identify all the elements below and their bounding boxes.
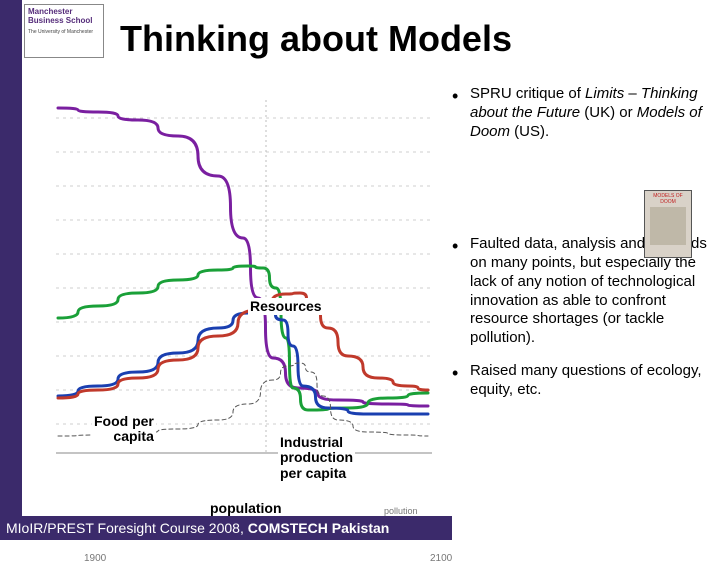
axis-tick-1900: 1900 bbox=[84, 553, 106, 564]
b1-mid: – bbox=[624, 85, 641, 102]
university-logo: Manchester Business School The Universit… bbox=[24, 4, 104, 58]
label-food: Food per capita bbox=[92, 413, 156, 446]
slide-title: Thinking about Models bbox=[120, 18, 512, 60]
b1-pre: SPRU critique of bbox=[470, 85, 585, 102]
limits-chart: Resources Food per capita Industrial pro… bbox=[28, 88, 444, 478]
footer-bold: COMSTECH Pakistan bbox=[248, 520, 390, 536]
label-population: population bbox=[208, 500, 284, 517]
axis-tick-2100: 2100 bbox=[430, 553, 452, 564]
left-accent-bar bbox=[0, 0, 22, 540]
b1-post: (US). bbox=[510, 123, 549, 140]
label-pollution: pollution bbox=[384, 506, 418, 516]
book-cover-thumb: MODELS OF DOOM bbox=[644, 190, 692, 258]
chart-svg bbox=[28, 88, 444, 478]
bullet-3: Raised many questions of ecology, equity… bbox=[452, 362, 708, 400]
b1-mid2: (UK) or bbox=[580, 104, 637, 121]
book-title: MODELS OF DOOM bbox=[653, 193, 682, 205]
label-industrial: Industrial production per capita bbox=[278, 434, 355, 482]
footer-pre: MIoIR/PREST Foresight Course 2008, bbox=[6, 520, 248, 536]
logo-sub: The University of Manchester bbox=[28, 30, 100, 36]
logo-line2: Business School bbox=[28, 17, 100, 26]
b1-it1: Limits bbox=[585, 85, 624, 102]
book-cover-art bbox=[650, 207, 686, 245]
label-resources: Resources bbox=[248, 298, 324, 315]
bullet-1: SPRU critique of Limits – Thinking about… bbox=[452, 85, 708, 141]
footer-bar: MIoIR/PREST Foresight Course 2008, COMST… bbox=[0, 516, 452, 540]
